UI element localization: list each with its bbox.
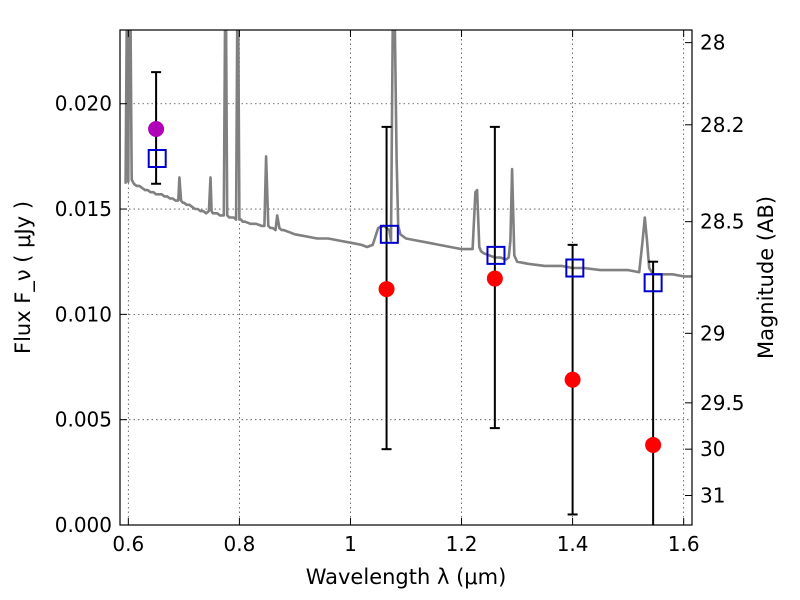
data-point bbox=[148, 121, 165, 137]
x-tick-label: 1.6 bbox=[668, 532, 700, 556]
data-point bbox=[486, 270, 503, 287]
right-tick-label: 28.5 bbox=[700, 210, 745, 234]
model-point bbox=[147, 148, 167, 168]
right-tick-label: 28 bbox=[700, 31, 725, 55]
marker-layer bbox=[147, 121, 663, 453]
model-point bbox=[379, 224, 399, 244]
y-tick-label: 0.020 bbox=[55, 92, 112, 116]
right-tick-label: 31 bbox=[700, 484, 725, 508]
y-tick-label: 0.015 bbox=[55, 197, 112, 221]
model-point bbox=[565, 258, 585, 278]
data-point bbox=[564, 371, 581, 388]
model-spectrum-line bbox=[124, 30, 692, 278]
plot-frame bbox=[119, 29, 693, 526]
data-point bbox=[645, 436, 662, 453]
right-tick-label: 29 bbox=[700, 321, 725, 345]
x-axis-title: Wavelength λ (μm) bbox=[306, 565, 507, 589]
x-tick-label: 0.8 bbox=[223, 532, 255, 556]
y-axis-title: Flux F_ν ( μJy ) bbox=[11, 201, 36, 354]
model-spectrum-layer bbox=[124, 30, 692, 278]
grid bbox=[120, 30, 692, 526]
y-tick-label: 0.000 bbox=[55, 513, 112, 537]
x-tick-label: 0.6 bbox=[112, 532, 144, 556]
x-tick-label: 1 bbox=[344, 532, 357, 556]
right-tick-label: 29.5 bbox=[700, 391, 745, 415]
right-tick-label: 28.2 bbox=[700, 113, 745, 137]
right-tick-label: 30 bbox=[700, 437, 725, 461]
x-tick-label: 1.2 bbox=[446, 532, 478, 556]
x-tick-label: 1.4 bbox=[557, 532, 589, 556]
right-axis-title: Magnitude (AB) bbox=[754, 196, 778, 359]
y-tick-label: 0.010 bbox=[55, 302, 112, 326]
data-point bbox=[378, 281, 395, 298]
y-tick-label: 0.005 bbox=[55, 408, 112, 432]
axis-ticks: 0.6 0.8 1 1.2 1.4 1.6 0.000 0.005 0.010 0.015 0.02… bbox=[55, 30, 745, 556]
model-point bbox=[486, 245, 506, 265]
model-point bbox=[643, 273, 663, 293]
